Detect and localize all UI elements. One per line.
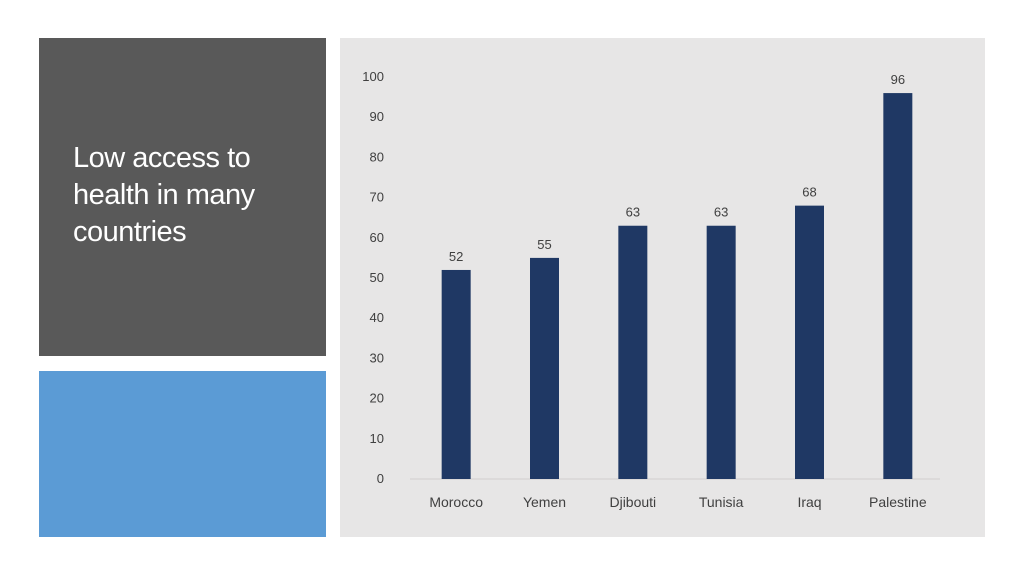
y-tick-label: 30: [370, 350, 384, 365]
data-label-morocco: 52: [449, 249, 463, 264]
title-panel: Low access to health in many countries: [39, 38, 326, 356]
y-tick-label: 70: [370, 190, 384, 205]
bar-iraq: [795, 205, 824, 479]
data-label-tunisia: 63: [714, 205, 728, 220]
category-label-morocco: Morocco: [429, 494, 483, 510]
y-tick-label: 100: [362, 69, 384, 84]
y-tick-label: 60: [370, 230, 384, 245]
category-label-iraq: Iraq: [797, 494, 821, 510]
bar-palestine: [883, 93, 913, 479]
y-tick-label: 20: [370, 391, 384, 406]
category-label-yemen: Yemen: [523, 494, 566, 510]
y-tick-label: 80: [370, 149, 384, 164]
data-label-palestine: 96: [891, 72, 905, 87]
bar-djibouti: [618, 225, 648, 479]
y-tick-label: 0: [377, 471, 384, 486]
bar-yemen: [530, 257, 559, 479]
category-label-palestine: Palestine: [869, 494, 927, 510]
category-label-tunisia: Tunisia: [699, 494, 744, 510]
y-tick-label: 40: [370, 310, 384, 325]
category-label-djibouti: Djibouti: [609, 494, 656, 510]
bar-morocco: [441, 269, 471, 479]
slide-title: Low access to health in many countries: [73, 142, 255, 248]
y-tick-label: 10: [370, 431, 384, 446]
data-label-yemen: 55: [537, 237, 551, 252]
bar-chart: 0 10 20 30 40 50 60 70 80 90 100 52 Morocco 55 Yemen 63…: [362, 69, 940, 510]
data-label-djibouti: 63: [626, 205, 640, 220]
y-tick-label: 50: [370, 270, 384, 285]
data-label-iraq: 68: [802, 185, 816, 200]
chart-panel: 0 10 20 30 40 50 60 70 80 90 100 52 Morocco 55 Yemen 63…: [340, 38, 985, 537]
bar-tunisia: [706, 225, 736, 479]
accent-panel: [39, 371, 326, 537]
y-tick-label: 90: [370, 109, 384, 124]
